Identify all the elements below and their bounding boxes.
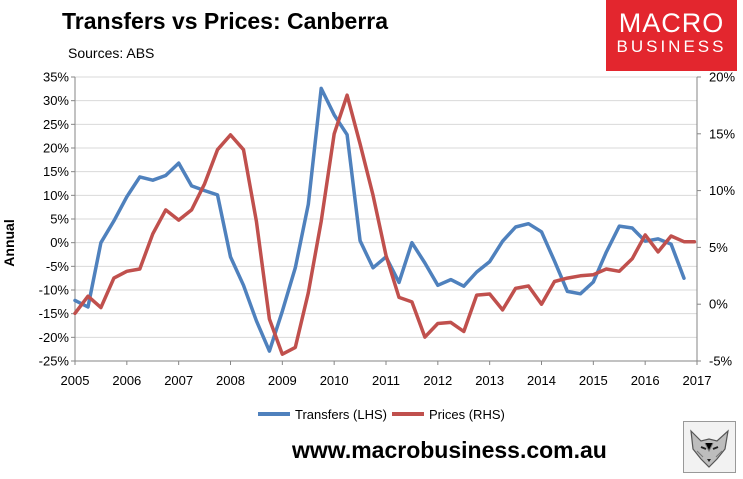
series-lines xyxy=(73,86,697,356)
legend-label-prices: Prices (RHS) xyxy=(429,407,505,422)
right-axis-tick-label: 15% xyxy=(709,126,735,141)
left-axis-tick-label: 5% xyxy=(50,212,69,227)
x-axis-tick-label: 2007 xyxy=(164,373,193,388)
x-axis-tick-label: 2011 xyxy=(372,373,400,388)
logo-line-1: MACRO xyxy=(618,8,725,38)
chart-title: Transfers vs Prices: Canberra xyxy=(62,8,389,34)
macrobusiness-logo: MACRO BUSINESS xyxy=(606,0,737,71)
gridlines xyxy=(75,76,697,362)
right-axis-tick-label: 5% xyxy=(709,240,728,255)
x-axis-tick-label: 2008 xyxy=(216,373,245,388)
x-axis-tick-label: 2009 xyxy=(268,373,297,388)
axes xyxy=(71,76,701,365)
x-axis-tick-label: 2013 xyxy=(475,373,504,388)
y-axis-title: Annual xyxy=(1,219,17,266)
x-axis-tick-label: 2005 xyxy=(61,373,90,388)
chart-subtitle: Sources: ABS xyxy=(68,45,155,61)
left-axis-tick-label: -15% xyxy=(39,306,70,321)
fox-logo-icon xyxy=(683,421,736,473)
left-axis-tick-label: 30% xyxy=(43,93,69,108)
right-axis-tick-label: 0% xyxy=(709,297,728,312)
x-axis-tick-label: 2006 xyxy=(112,373,141,388)
x-axis-tick-label: 2016 xyxy=(631,373,660,388)
left-axis-tick-label: 20% xyxy=(43,141,69,156)
left-axis-tick-label: 25% xyxy=(43,117,69,132)
transfers-series-line xyxy=(73,86,686,353)
left-axis-tick-label: 10% xyxy=(43,188,69,203)
right-axis-labels: -5% 0% 5% 10% 15% 20% xyxy=(709,70,735,369)
left-axis-tick-label: 15% xyxy=(43,164,69,179)
x-axis-tick-label: 2015 xyxy=(579,373,608,388)
legend: Transfers (LHS) Prices (RHS) xyxy=(258,407,505,422)
x-axis-labels: 2005 2006 2007 2008 2009 2010 2011 2012 2013 2014… xyxy=(61,373,712,388)
right-axis-tick-label: -5% xyxy=(709,354,733,369)
right-axis-tick-label: 10% xyxy=(709,183,735,198)
left-axis-tick-label: -10% xyxy=(39,283,70,298)
left-axis-tick-label: 35% xyxy=(43,70,69,85)
left-axis-tick-label: -5% xyxy=(46,259,70,274)
logo-line-2: BUSINESS xyxy=(616,37,727,56)
x-axis-tick-label: 2017 xyxy=(683,373,712,388)
right-axis-tick-label: 20% xyxy=(709,70,735,85)
left-axis-tick-label: -20% xyxy=(39,330,70,345)
x-axis-tick-label: 2010 xyxy=(320,373,349,388)
x-axis-tick-label: 2014 xyxy=(527,373,556,388)
left-axis-tick-label: 0% xyxy=(50,235,69,250)
left-axis-tick-label: -25% xyxy=(39,354,70,369)
x-axis-tick-label: 2012 xyxy=(423,373,452,388)
left-axis-labels: -25% -20% -15% -10% -5% 0% 5% 10% 15% 20% 25% 30% 35… xyxy=(39,70,70,369)
footer-url: www.macrobusiness.com.au xyxy=(292,437,607,463)
legend-label-transfers: Transfers (LHS) xyxy=(295,407,387,422)
prices-series-line xyxy=(73,93,697,356)
